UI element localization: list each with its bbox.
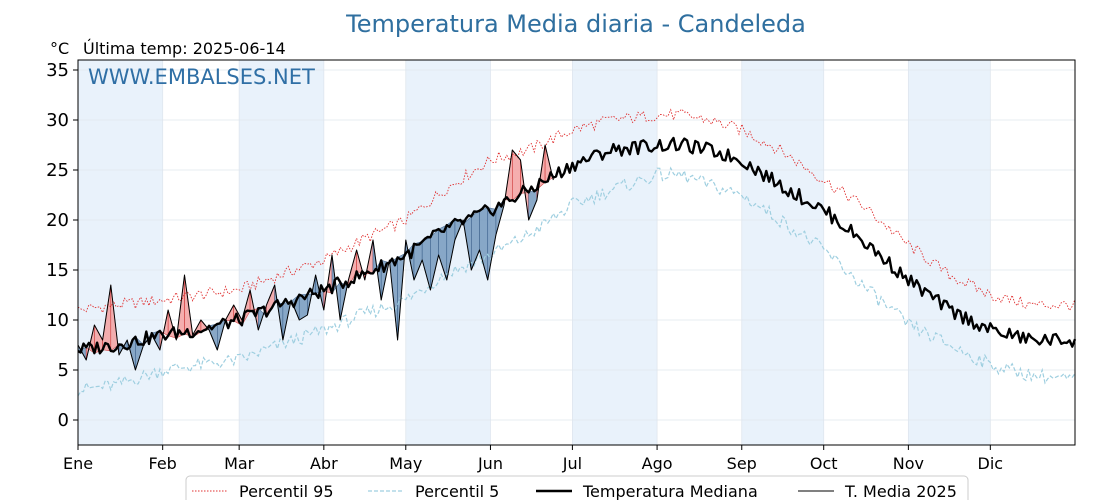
chart-title: Temperatura Media diaria - Candeleda [345,10,806,38]
x-tick-label-ene: Ene [63,454,93,473]
x-tick-label-nov: Nov [893,454,924,473]
series-percentil-95 [77,108,1076,314]
month-shade-jul [572,60,658,445]
y-unit-label: °C [50,39,69,58]
x-tick-label-jun: Jun [477,454,503,473]
anomaly-above-fill [512,149,521,201]
month-shade-sep [741,60,824,445]
x-tick-label-sep: Sep [727,454,757,473]
series-percentil-5 [77,166,1076,397]
y-tick-label: 5 [58,360,69,381]
month-shade-nov [908,60,991,445]
legend-box [185,475,969,500]
y-tick-label: 15 [46,260,69,281]
y-tick-label: 35 [46,60,69,81]
x-tick-label-ago: Ago [642,454,673,473]
grid-lines [77,60,1075,445]
x-axis: Ene Feb Mar Abr May Jun Jul Ago Sep Oct Nov Dic [63,445,1003,473]
legend-label: Percentil 95 [239,482,334,500]
legend-label: Percentil 5 [415,482,499,500]
series-lines [77,108,1077,397]
x-tick-label-dic: Dic [978,454,1004,473]
y-tick-label: 20 [46,210,69,231]
x-tick-label-may: May [389,454,422,473]
x-tick-label-oct: Oct [810,454,838,473]
y-tick-label: 0 [58,410,69,431]
anomaly-below-fill [528,189,538,221]
legend-label: Temperatura Mediana [582,482,758,500]
y-axis: 0 5 10 15 20 25 30 35 [46,60,78,431]
x-tick-label-feb: Feb [149,454,177,473]
month-shading [78,60,991,445]
y-tick-label: 10 [46,310,69,331]
y-tick-label: 30 [46,110,69,131]
legend-label: T. Media 2025 [844,482,957,500]
watermark: WWW.EMBALSES.NET [88,65,315,89]
x-tick-label-mar: Mar [224,454,255,473]
x-tick-label-abr: Abr [310,454,338,473]
y-tick-label: 25 [46,160,69,181]
legend: Percentil 95 Percentil 5 Temperatura Media… [185,475,969,500]
series-temperatura-mediana [77,136,1077,355]
plot-frame [77,59,1076,446]
chart-subtitle: Última temp: 2025-06-14 [83,39,286,58]
series-t-media-2025 [77,144,554,371]
x-tick-label-jul: Jul [562,454,582,473]
month-shade-mar [239,60,324,445]
